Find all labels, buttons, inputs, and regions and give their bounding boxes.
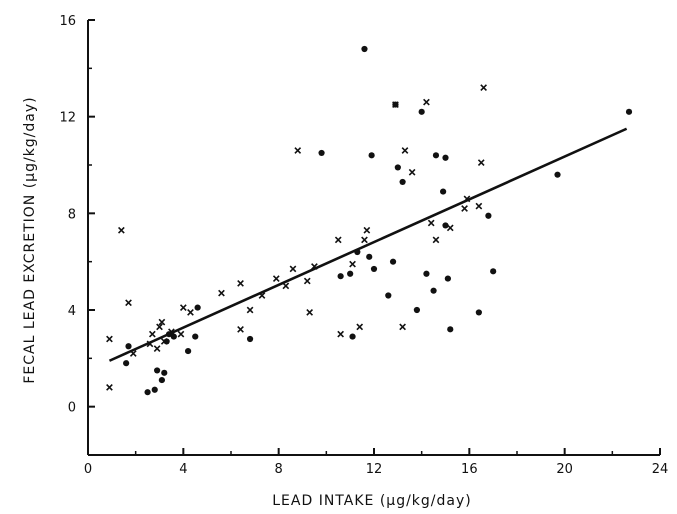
data-point-dot (485, 212, 492, 219)
data-point-dot (475, 309, 482, 316)
data-point-x (272, 275, 280, 282)
x-axis-ticks: 0 4 8 12 16 20 24 (84, 448, 668, 477)
data-point-dot (366, 253, 373, 260)
data-point-dot (144, 389, 151, 396)
x-tick-label: 12 (366, 462, 383, 477)
data-point-x (477, 159, 485, 166)
data-point-x (306, 309, 314, 316)
data-point-x (177, 330, 185, 338)
regression-line (108, 127, 628, 362)
data-point-dot (418, 108, 425, 115)
x-tick-label: 16 (461, 462, 478, 477)
data-point-dot (444, 275, 451, 282)
data-point-x (237, 280, 244, 287)
data-point-dot (399, 178, 406, 186)
data-point-dot (154, 367, 161, 374)
data-point-x (427, 219, 435, 227)
data-point-dot (347, 270, 354, 277)
data-point-x (118, 226, 125, 234)
x-tick-label: 8 (275, 462, 283, 477)
x-axis-title: LEAD INTAKE (μg/kg/day) (272, 493, 471, 509)
data-point-x (218, 289, 225, 297)
data-point-x (337, 330, 344, 338)
data-point-dot (430, 287, 437, 294)
data-point-x (423, 98, 430, 106)
data-point-dot (389, 258, 397, 265)
data-point-dot (170, 333, 177, 340)
data-point-x (432, 236, 440, 244)
data-point-dot (125, 343, 132, 350)
data-point-dot (442, 222, 449, 229)
x-tick-label: 20 (556, 462, 573, 477)
y-tick-label: 8 (68, 207, 76, 222)
data-point-dot (151, 386, 158, 393)
data-point-x (480, 84, 487, 92)
y-tick-label: 16 (59, 14, 76, 29)
data-point-dot (385, 292, 392, 299)
data-point-x (294, 147, 302, 154)
data-point-dot (413, 306, 420, 314)
y-tick-label: 4 (68, 304, 76, 319)
data-point-dot (246, 335, 254, 343)
data-point-x (408, 168, 416, 176)
data-point-dot (361, 45, 368, 53)
data-point-x (237, 325, 244, 333)
data-point-dot (370, 265, 378, 273)
data-point-x (401, 147, 409, 154)
data-point-dot (349, 333, 356, 340)
data-point-dot (554, 171, 561, 178)
data-point-dot (368, 152, 375, 159)
data-point-x (363, 226, 371, 234)
x-tick-label: 4 (179, 462, 187, 477)
data-point-x (334, 236, 342, 244)
data-point-dot (490, 268, 497, 275)
y-axis-title: FECAL LEAD EXCRETION (μg/kg/day) (22, 96, 38, 383)
data-point-x (392, 101, 399, 108)
data-point-dot (185, 347, 192, 355)
data-point-dot (161, 369, 168, 376)
data-point-x (246, 306, 254, 314)
data-point-dot (440, 188, 447, 195)
data-point-x (399, 323, 406, 331)
axes (87, 20, 660, 456)
data-point-dot (423, 270, 430, 277)
data-point-dot (194, 304, 201, 311)
data-point-x (160, 338, 168, 345)
data-point-x (156, 323, 163, 331)
data-point-dot (394, 164, 401, 171)
data-point-x (282, 282, 290, 290)
data-point-x (356, 323, 364, 331)
data-point-x (446, 224, 454, 232)
data-point-x (158, 318, 166, 326)
data-point-dot (625, 108, 633, 115)
data-point-dot (432, 152, 440, 159)
data-point-x (361, 236, 368, 244)
data-point-x (148, 330, 156, 338)
data-point-dot (158, 376, 165, 384)
x-tick-label: 24 (652, 462, 669, 477)
data-point-x (289, 265, 297, 273)
data-point-x (153, 345, 161, 353)
y-tick-label: 12 (59, 111, 76, 126)
data-point-dot (447, 326, 454, 333)
data-point-x (106, 383, 113, 391)
data-point-x (106, 335, 113, 343)
data-point-x (187, 309, 194, 316)
data-point-x (349, 260, 356, 268)
x-tick-label: 0 (84, 462, 92, 477)
data-point-x (125, 299, 132, 307)
data-point-x (475, 202, 483, 210)
data-point-dot (192, 333, 199, 340)
data-points (106, 45, 633, 396)
data-point-dot (442, 154, 449, 161)
y-axis-ticks: 0 4 8 12 16 (59, 14, 95, 416)
data-point-dot (123, 360, 130, 367)
data-point-x (179, 304, 187, 311)
data-point-x (461, 205, 468, 212)
data-point-x (303, 277, 311, 285)
data-point-dot (337, 273, 344, 280)
data-point-dot (318, 149, 325, 157)
y-tick-label: 0 (68, 401, 76, 416)
